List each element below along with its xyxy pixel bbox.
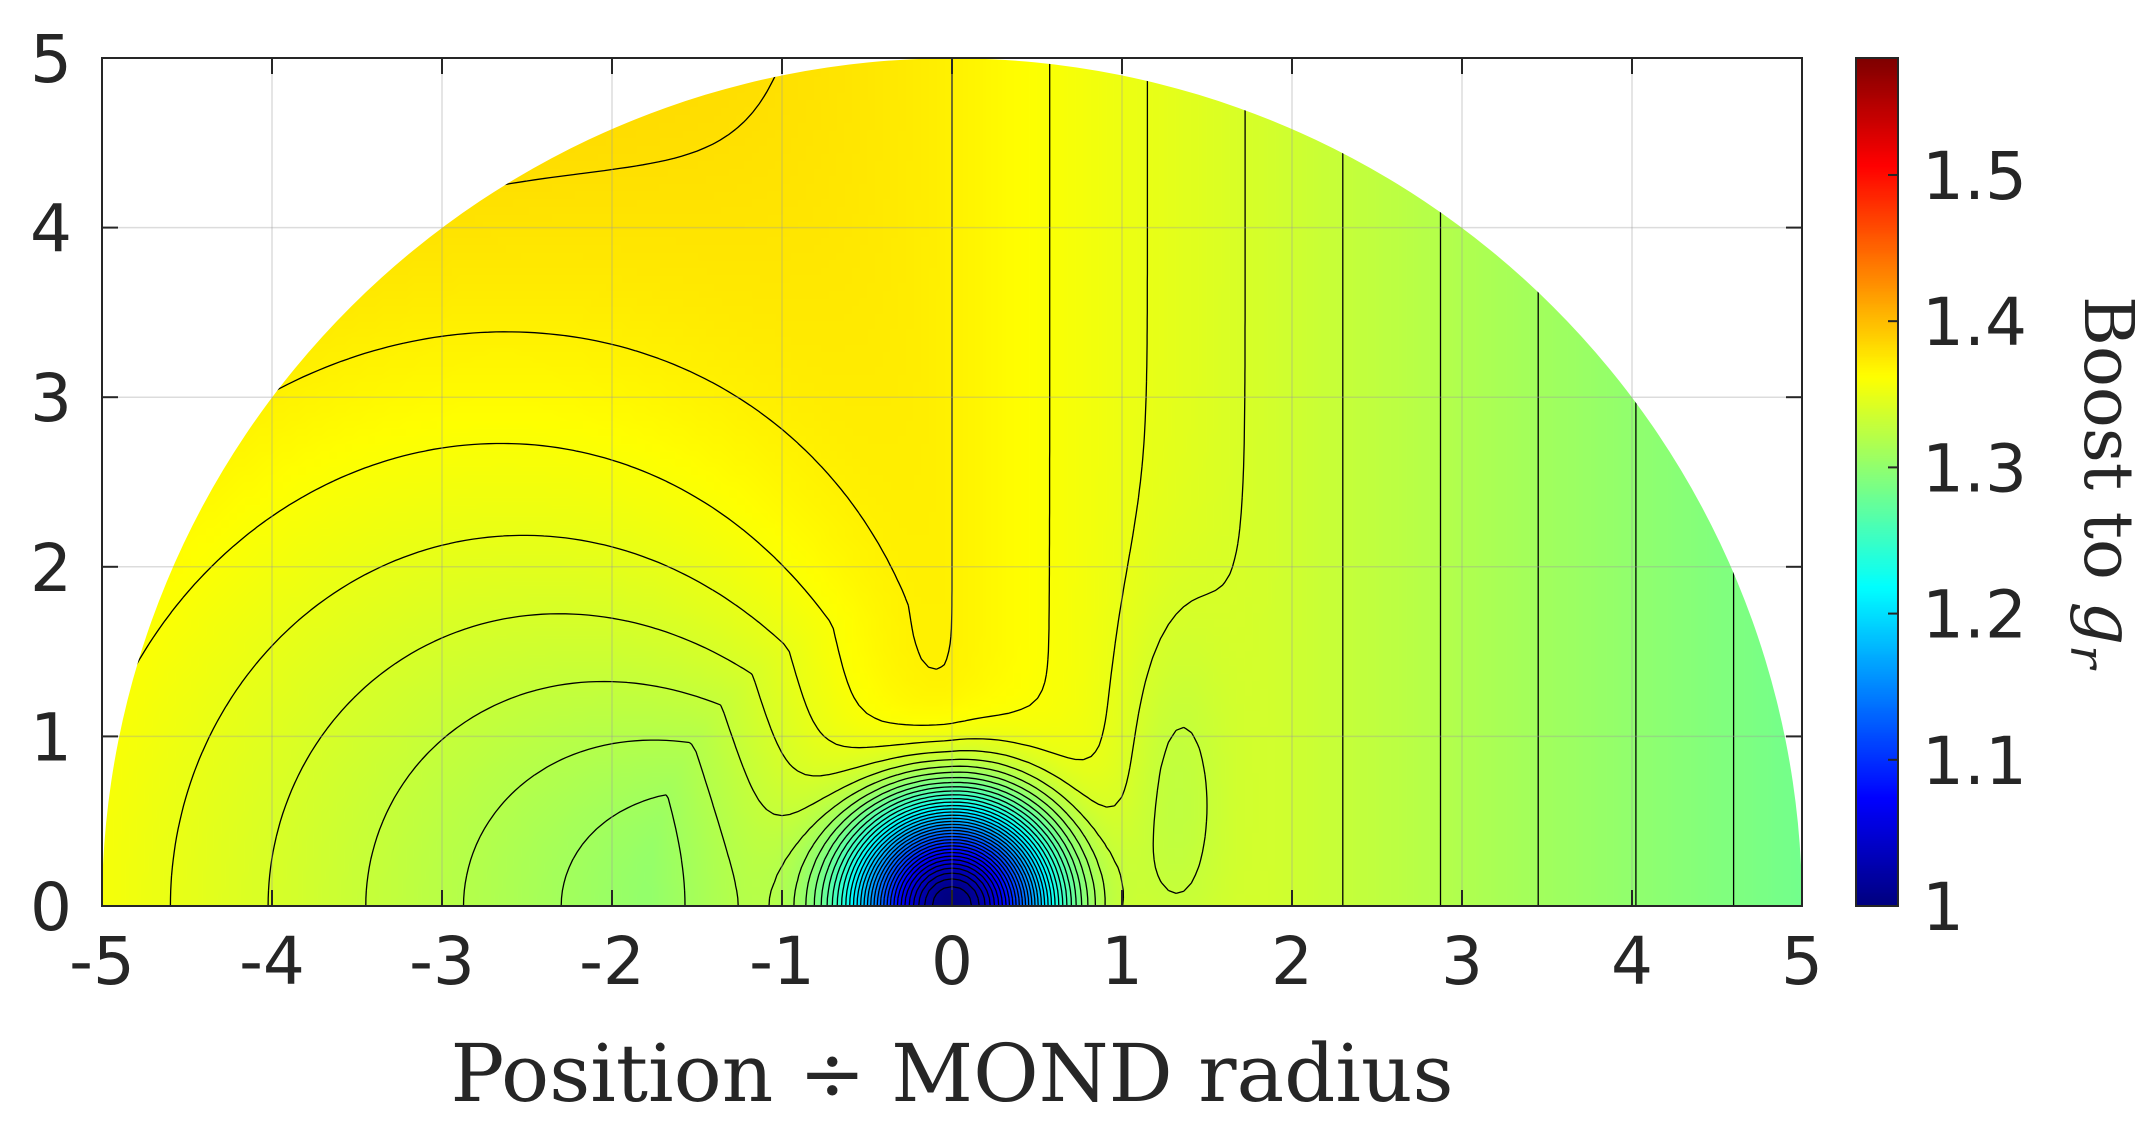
colorbar-ticks	[1888, 173, 1898, 907]
x-tick-label: 3	[1441, 923, 1483, 1000]
y-tick-label: 2	[30, 530, 72, 607]
x-tick-label: -1	[749, 923, 815, 1000]
colorbar-gradient	[1856, 58, 1898, 906]
colorbar-title-symbol: g	[2068, 602, 2147, 646]
colorbar-tick-label: 1.4	[1922, 284, 2027, 361]
x-tick-label: -5	[69, 923, 135, 1000]
x-tick-label: -4	[239, 923, 305, 1000]
x-axis-tick-labels: -5 -4 -3 -2 -1 0 1 2 3 4 5	[69, 923, 1823, 1000]
x-tick-label: 0	[931, 923, 973, 1000]
colorbar: 1 1.1 1.2 1.3 1.4 1.5 Boost to gr	[1855, 57, 2147, 946]
x-tick-label: 4	[1611, 923, 1653, 1000]
x-tick-label: 2	[1271, 923, 1313, 1000]
y-tick-label: 4	[30, 191, 72, 268]
colorbar-title-text: Boost to	[2068, 296, 2147, 602]
colorbar-tick-label: 1.2	[1922, 577, 2027, 654]
y-tick-label: 1	[30, 699, 72, 776]
x-axis-title: Position ÷ MOND radius	[450, 1027, 1453, 1120]
y-tick-label: 3	[30, 360, 72, 437]
colorbar-tick-labels: 1 1.1 1.2 1.3 1.4 1.5	[1922, 138, 2027, 946]
x-tick-label: 5	[1781, 923, 1823, 1000]
y-tick-label: 5	[30, 21, 72, 98]
x-tick-label: -3	[409, 923, 475, 1000]
y-tick-label: 0	[30, 869, 72, 946]
colorbar-title-subscript: r	[2059, 645, 2115, 671]
y-axis-tick-labels: 0 1 2 3 4 5	[30, 21, 72, 946]
colorbar-tick-label: 1.3	[1922, 430, 2027, 507]
plot-area	[101, 57, 1803, 907]
x-tick-label: 1	[1101, 923, 1143, 1000]
colorbar-tick-label: 1.5	[1922, 138, 2027, 215]
x-tick-label: -2	[579, 923, 645, 1000]
colorbar-tick-label: 1	[1922, 869, 1964, 946]
axis-ticks	[101, 57, 1803, 907]
colorbar-tick-label: 1.1	[1922, 723, 2027, 800]
colorbar-title: Boost to gr	[2059, 296, 2147, 671]
colorbar-frame	[1855, 57, 1899, 907]
